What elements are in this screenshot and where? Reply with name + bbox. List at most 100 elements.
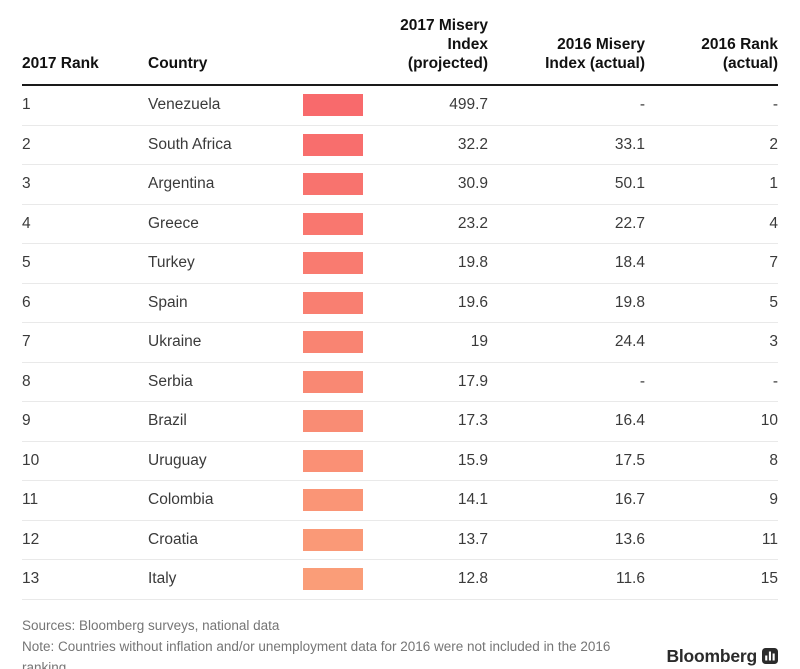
rank-2016-cell: 11 (761, 530, 778, 548)
country-cell: Uruguay (148, 451, 207, 469)
index-2016-cell: 17.5 (614, 451, 645, 469)
index-2016-cell: - (639, 96, 645, 114)
index-2017-cell: 12.8 (457, 570, 488, 588)
index-2017-cell: 32.2 (457, 135, 488, 153)
table-row: 1 Venezuela 499.7 - - (22, 86, 778, 126)
index-2016-cell: 19.8 (614, 293, 645, 311)
country-cell: Spain (148, 293, 188, 311)
table-row: 10 Uruguay 15.9 17.5 8 (22, 442, 778, 481)
index-2017-cell: 15.9 (457, 451, 488, 469)
country-cell: Ukraine (148, 333, 202, 351)
country-cell: South Africa (148, 135, 232, 153)
index-2016-cell: 33.1 (614, 135, 645, 153)
swatch-cell (303, 252, 363, 275)
swatch-cell (303, 291, 363, 314)
rank-2016-cell: 4 (769, 214, 778, 232)
rank-2017-cell: 5 (22, 254, 31, 272)
header-index-2017: 2017 Misery Index (projected) (400, 17, 488, 72)
table-row: 5 Turkey 19.8 18.4 7 (22, 244, 778, 284)
swatch-cell (303, 489, 363, 512)
bloomberg-logo-text: Bloomberg (666, 645, 757, 666)
rank-2016-cell: 8 (769, 451, 778, 469)
color-swatch (303, 173, 363, 196)
index-2016-cell: 11.6 (615, 570, 645, 588)
table-row: 12 Croatia 13.7 13.6 11 (22, 521, 778, 560)
table-row: 13 Italy 12.8 11.6 15 (22, 560, 778, 600)
rank-2016-cell: 2 (769, 135, 778, 153)
index-2016-cell: - (639, 372, 645, 390)
footer-notes: Sources: Bloomberg surveys, national dat… (22, 615, 647, 669)
header-index-2016: 2016 Misery Index (actual) (545, 36, 645, 72)
swatch-cell (303, 212, 363, 235)
table-row: 2 South Africa 32.2 33.1 2 (22, 126, 778, 165)
index-2016-cell: 16.4 (614, 412, 645, 430)
rank-2017-cell: 9 (22, 412, 31, 430)
rank-2016-cell: - (772, 96, 778, 114)
rank-2017-cell: 7 (22, 333, 31, 351)
color-swatch (303, 252, 363, 275)
sources-line: Sources: Bloomberg surveys, national dat… (22, 617, 280, 633)
footer: Sources: Bloomberg surveys, national dat… (22, 600, 778, 669)
table-row: 4 Greece 23.2 22.7 4 (22, 205, 778, 244)
swatch-cell (303, 568, 363, 591)
swatch-cell (303, 133, 363, 156)
index-2017-cell: 19 (470, 333, 488, 351)
color-swatch (303, 212, 363, 235)
index-2016-cell: 24.4 (614, 333, 645, 351)
country-cell: Croatia (148, 530, 198, 548)
rank-2016-cell: 1 (769, 175, 778, 193)
country-cell: Brazil (148, 412, 187, 430)
color-swatch (303, 528, 363, 551)
country-cell: Turkey (148, 254, 195, 272)
color-swatch (303, 489, 363, 512)
index-2017-cell: 17.3 (457, 412, 488, 430)
color-swatch (303, 370, 363, 393)
table-row: 7 Ukraine 19 24.4 3 (22, 323, 778, 363)
table-row: 11 Colombia 14.1 16.7 9 (22, 481, 778, 521)
header-rank-2016: 2016 Rank (actual) (701, 36, 778, 72)
rank-2017-cell: 12 (22, 530, 40, 548)
misery-index-table: 2017 Rank Country 2017 Misery Index (pro… (22, 0, 778, 600)
rank-2016-cell: 3 (769, 333, 778, 351)
country-cell: Greece (148, 214, 199, 232)
table-header-row: 2017 Rank Country 2017 Misery Index (pro… (22, 0, 778, 86)
country-cell: Colombia (148, 491, 214, 509)
table-row: 6 Spain 19.6 19.8 5 (22, 284, 778, 323)
rank-2017-cell: 3 (22, 175, 31, 193)
rank-2017-cell: 2 (22, 135, 31, 153)
index-2017-cell: 499.7 (449, 96, 488, 114)
color-swatch (303, 133, 363, 156)
country-cell: Italy (148, 570, 177, 588)
color-swatch (303, 291, 363, 314)
swatch-cell (303, 173, 363, 196)
index-2017-cell: 14.1 (457, 491, 488, 509)
index-2017-cell: 13.7 (457, 530, 488, 548)
country-cell: Venezuela (148, 96, 221, 114)
index-2017-cell: 17.9 (457, 372, 488, 390)
swatch-cell (303, 410, 363, 433)
index-2017-cell: 23.2 (457, 214, 488, 232)
swatch-cell (303, 528, 363, 551)
swatch-cell (303, 370, 363, 393)
index-2016-cell: 22.7 (614, 214, 645, 232)
color-swatch (303, 568, 363, 591)
rank-2016-cell: 15 (760, 570, 778, 588)
index-2016-cell: 16.7 (614, 491, 645, 509)
bloomberg-logo: Bloomberg (666, 646, 778, 667)
country-cell: Serbia (148, 372, 193, 390)
table-row: 3 Argentina 30.9 50.1 1 (22, 165, 778, 205)
rank-2017-cell: 1 (22, 96, 31, 114)
color-swatch (303, 331, 363, 354)
header-rank-2017: 2017 Rank (22, 55, 99, 72)
rank-2017-cell: 11 (22, 491, 39, 509)
table-row: 8 Serbia 17.9 - - (22, 363, 778, 402)
table-row: 9 Brazil 17.3 16.4 10 (22, 402, 778, 442)
rank-2016-cell: 7 (769, 254, 778, 272)
note-line: Note: Countries without inflation and/or… (22, 638, 611, 669)
rank-2017-cell: 13 (22, 570, 40, 588)
bloomberg-chart-icon (762, 648, 778, 664)
index-2016-cell: 18.4 (614, 254, 645, 272)
index-2017-cell: 30.9 (457, 175, 488, 193)
rank-2017-cell: 4 (22, 214, 31, 232)
color-swatch (303, 449, 363, 472)
